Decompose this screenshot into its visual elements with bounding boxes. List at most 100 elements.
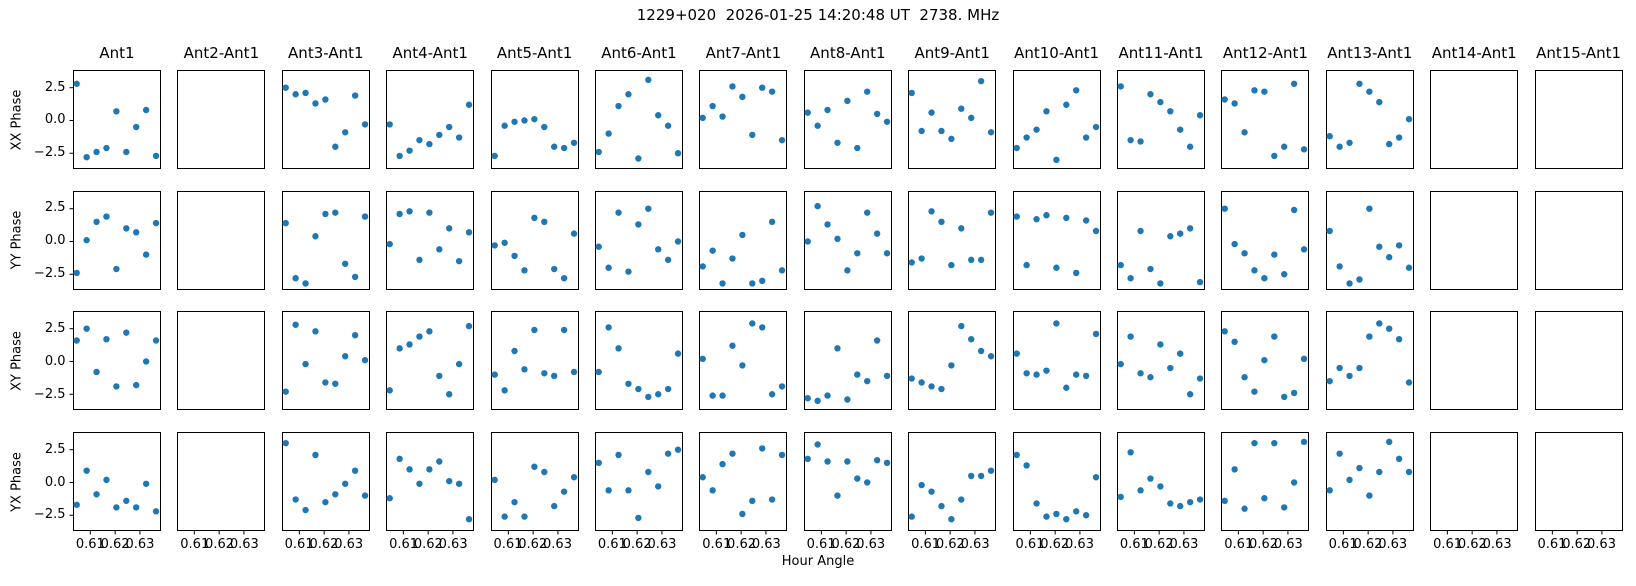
data-point (396, 210, 404, 217)
data-point (302, 506, 309, 514)
data-point (1032, 371, 1040, 379)
y-axis-label-xx: XX Phase (9, 89, 25, 150)
x-tick-label: 0.62 (831, 537, 861, 552)
x-tick-label: 0.62 (518, 537, 548, 552)
subplot-ant1-yx (69, 432, 161, 535)
data-point (958, 496, 965, 503)
subplot-ant9-ant1-xy (908, 311, 997, 411)
subplot-title: Ant1 (99, 44, 135, 62)
data-point (664, 386, 672, 393)
data-point (853, 249, 861, 257)
data-point (749, 131, 756, 139)
data-point (804, 395, 811, 402)
data-point (1356, 464, 1363, 472)
axes-border (908, 311, 997, 411)
data-point (1147, 475, 1154, 482)
data-point (1196, 112, 1204, 119)
subplot-ant5-ant1-xy (490, 311, 579, 411)
y-tick-label: 0.0 (44, 353, 66, 369)
data-point (1405, 115, 1413, 123)
data-point (1336, 365, 1343, 372)
y-axis-label-xy: XY Phase (9, 330, 25, 391)
data-point (1023, 370, 1030, 377)
scatter-plot (1221, 190, 1310, 290)
x-tick-label: 0.61 (806, 537, 836, 552)
data-point (978, 472, 985, 480)
data-point (282, 440, 289, 447)
data-point (1157, 341, 1164, 349)
scatter-plot (490, 70, 579, 169)
data-point (1196, 278, 1204, 286)
data-point (1013, 350, 1020, 358)
data-point (152, 337, 160, 345)
scatter-plot (699, 432, 788, 535)
scatter-plot (69, 70, 161, 169)
data-point (1092, 227, 1099, 234)
data-point (1291, 390, 1298, 397)
y-tick-label: −2.5 (33, 265, 66, 281)
scatter-plot (281, 70, 370, 169)
data-point (863, 209, 871, 216)
scatter-plot (1012, 190, 1101, 290)
data-point (938, 386, 945, 393)
data-point (1395, 134, 1403, 141)
data-point (446, 224, 453, 232)
data-point (530, 327, 538, 334)
data-point (510, 252, 518, 259)
subplot-title: Ant11-Ant1 (1118, 44, 1204, 62)
data-point (331, 209, 339, 216)
data-point (1062, 101, 1070, 108)
data-point (1301, 438, 1308, 446)
data-point (729, 450, 737, 457)
data-point (1167, 108, 1174, 115)
data-point (142, 358, 150, 366)
data-point (1326, 133, 1333, 140)
data-point (759, 84, 766, 91)
data-point (1365, 205, 1373, 212)
scatter-plot (1012, 70, 1101, 169)
data-point (510, 118, 518, 125)
scatter-plot (908, 190, 997, 290)
data-point (605, 487, 612, 494)
data-point (550, 373, 558, 380)
data-point (1092, 331, 1099, 338)
subplot-ant9-ant1-xx (908, 70, 997, 169)
subplot-ant14-ant1-yy (1430, 190, 1519, 290)
subplot-ant2-ant1-yx (177, 432, 266, 535)
subplot-ant15-ant1-xy (1534, 311, 1623, 411)
x-tick-label: 0.63 (1378, 537, 1408, 552)
data-point (292, 91, 299, 98)
subplot-ant8-ant1-yx (803, 432, 892, 535)
scatter-plot (1430, 190, 1519, 290)
data-point (456, 134, 463, 141)
data-point (709, 102, 717, 110)
axes-border (1430, 190, 1519, 290)
data-point (491, 152, 498, 160)
data-point (1082, 134, 1089, 141)
data-point (1117, 83, 1124, 90)
axes-border (1325, 311, 1414, 411)
scatter-plot (1117, 311, 1205, 411)
data-point (988, 353, 995, 360)
data-point (1082, 373, 1089, 380)
data-point (988, 209, 995, 216)
data-point (466, 323, 473, 330)
data-point (501, 513, 508, 520)
data-point (351, 467, 359, 474)
subplot-ant11-ant1-yy (1117, 190, 1205, 290)
subplot-ant11-ant1-yx (1117, 432, 1205, 535)
x-tick-label: 0.62 (935, 537, 965, 552)
data-point (948, 362, 955, 370)
subplot-ant6-ant1-xy (595, 311, 683, 411)
data-point (1405, 379, 1413, 387)
axes-border (595, 432, 683, 532)
data-point (664, 256, 672, 263)
axes-border (281, 432, 370, 532)
data-point (1117, 493, 1124, 501)
scatter-plot (699, 190, 788, 290)
data-point (1167, 232, 1174, 240)
data-point (1301, 146, 1308, 153)
subplot-ant7-ant1-xx (699, 70, 788, 169)
data-point (1042, 108, 1050, 115)
data-point (123, 497, 130, 505)
